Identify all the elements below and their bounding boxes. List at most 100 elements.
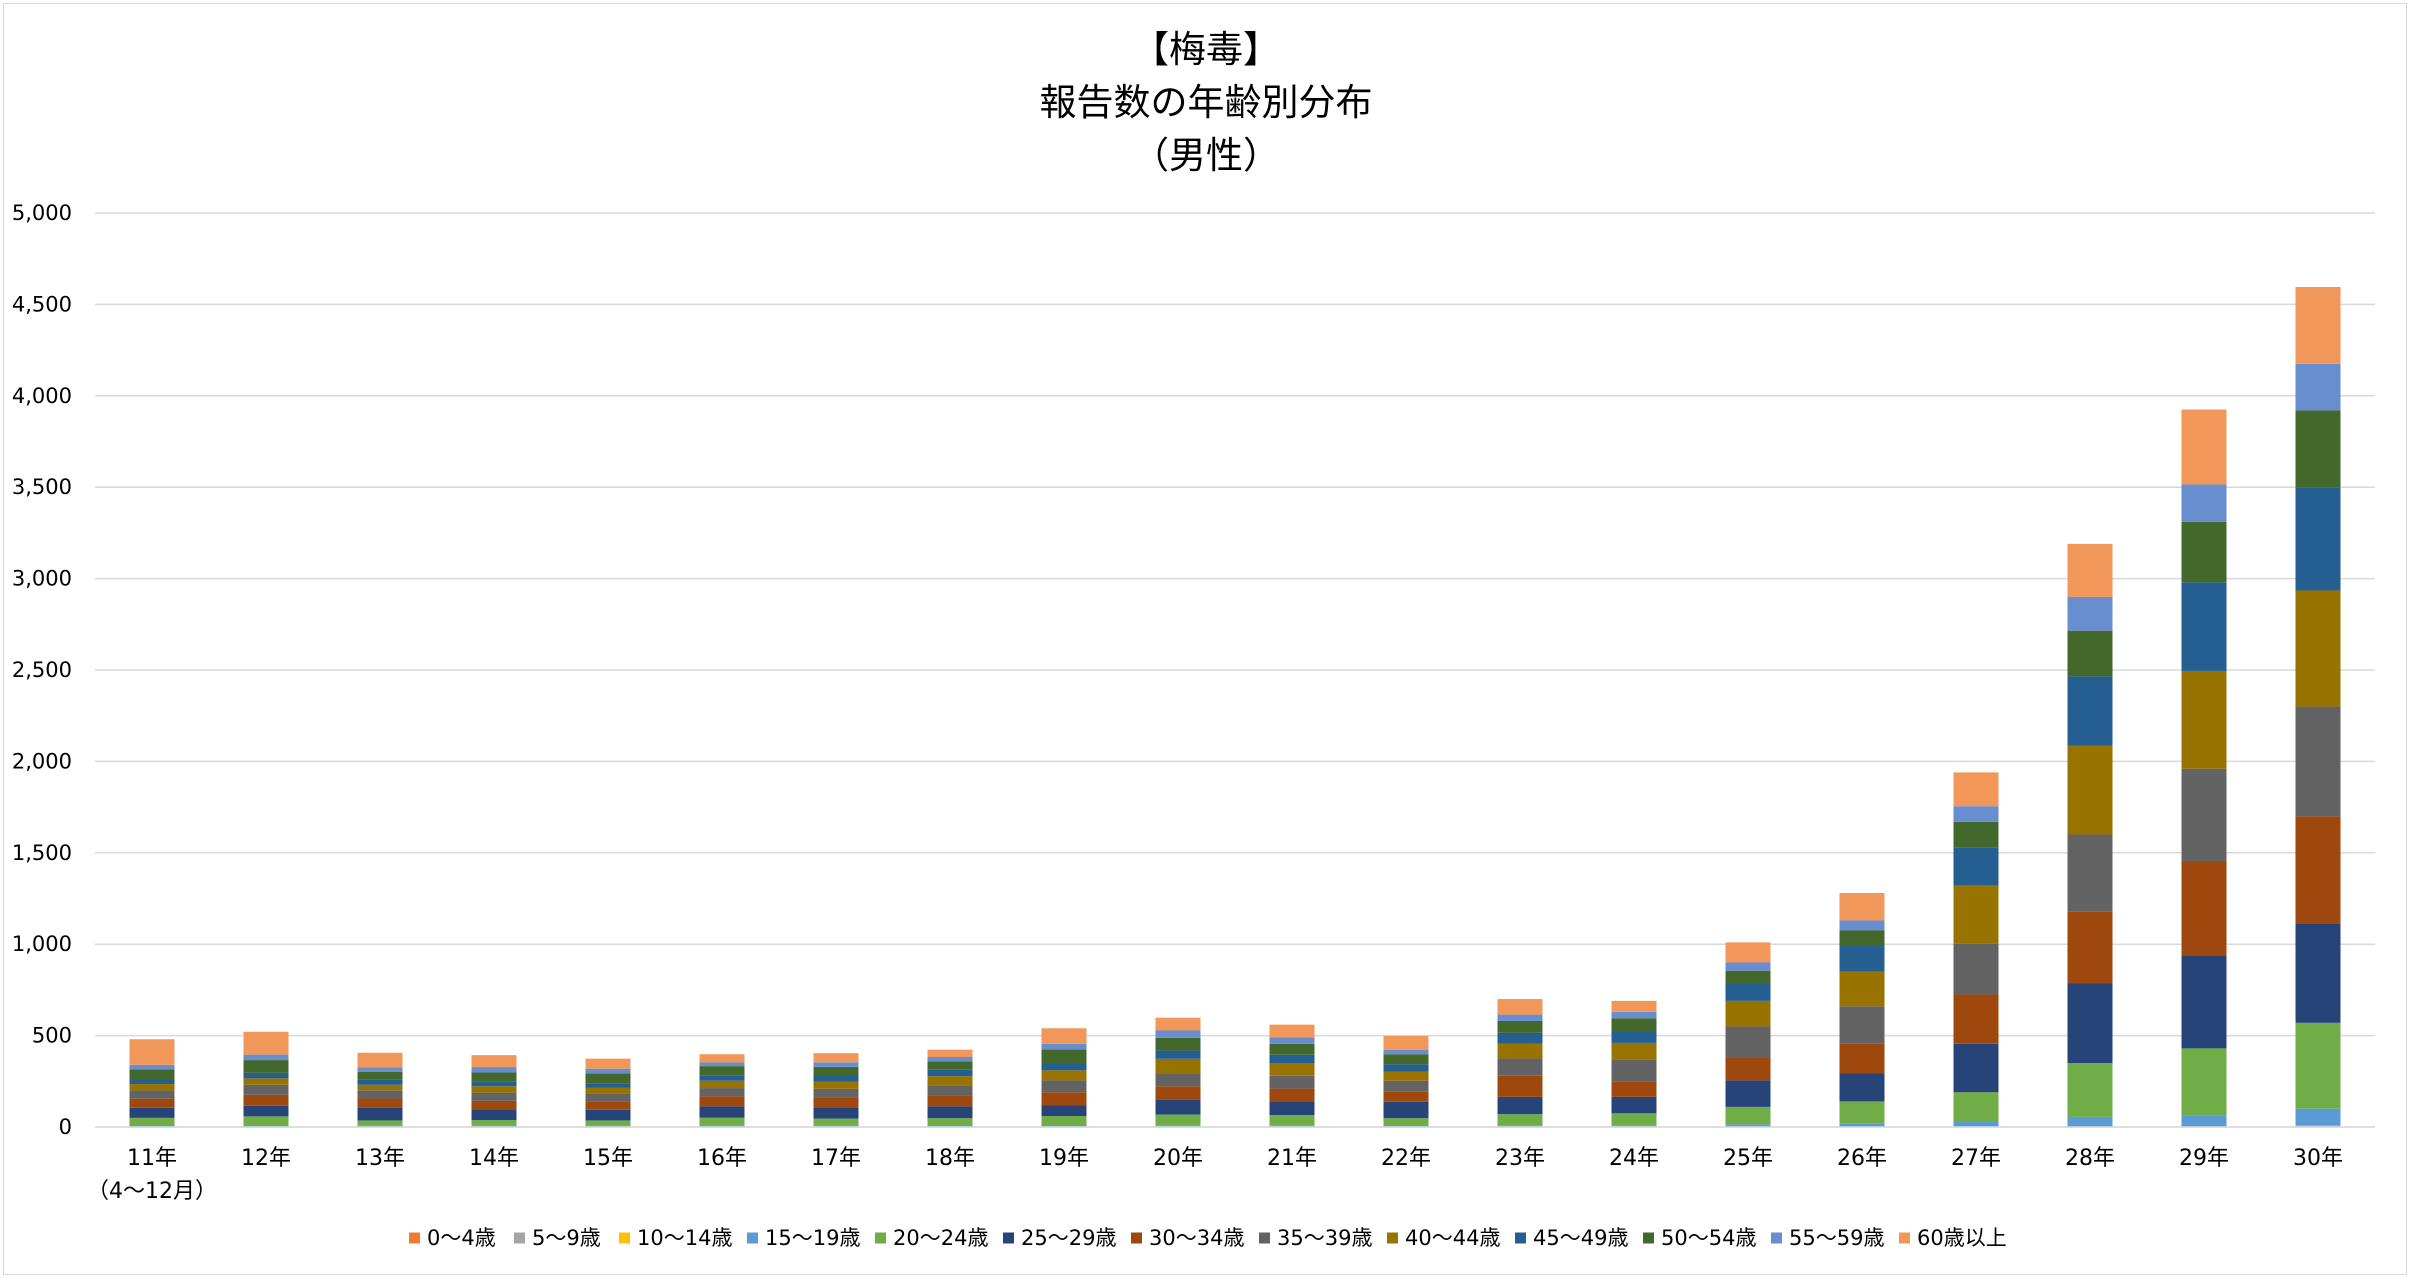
bar-segment [357, 1084, 403, 1091]
bar-segment [927, 1069, 973, 1077]
bar-segment [1041, 1092, 1087, 1106]
legend-label: 45～49歳 [1533, 1226, 1628, 1250]
bar-segment [357, 1090, 403, 1099]
bar-segment [1155, 1037, 1201, 1051]
bar-segment [1725, 983, 1771, 1001]
bar-segment [129, 1039, 175, 1065]
bar-segment [243, 1054, 289, 1061]
bar-segment [1725, 1057, 1771, 1081]
bar-segment [129, 1069, 175, 1080]
bar-segment [2181, 955, 2227, 1049]
bar-segment [2295, 1022, 2341, 1109]
bar-segment [1269, 1088, 1315, 1102]
y-tick-label: 500 [32, 1024, 72, 1048]
chart-frame [3, 3, 2407, 1275]
bar-segment [1155, 1099, 1201, 1115]
legend-label: 15～19歳 [765, 1226, 860, 1250]
bar-segment [2181, 670, 2227, 769]
bar-segment [2067, 596, 2113, 631]
legend-label: 55～59歳 [1789, 1226, 1884, 1250]
bar-segment [129, 1064, 175, 1070]
bar-segment [2067, 911, 2113, 984]
x-tick-label: 23年 [1495, 1146, 1545, 1171]
legend-label: 60歳以上 [1917, 1226, 2007, 1250]
bar-segment [1155, 1114, 1201, 1126]
bar-segment [2067, 745, 2113, 835]
y-tick-label: 5,000 [12, 201, 72, 225]
bar-segment [813, 1075, 859, 1082]
bar-segment [2067, 1063, 2113, 1117]
legend-label: 35～39歳 [1277, 1226, 1372, 1250]
bar-segment [243, 1078, 289, 1085]
bar-segment [2067, 543, 2113, 597]
bar-segment [1383, 1054, 1429, 1065]
bar-segment [1953, 772, 1999, 807]
bar-segment [2067, 834, 2113, 912]
legend-swatch [1643, 1232, 1654, 1244]
x-tick-label: 11年 [127, 1146, 177, 1171]
bar-segment [1839, 971, 1885, 1007]
bar-segment [1839, 1073, 1885, 1102]
bar-segment [1497, 1032, 1543, 1044]
bar-segment [1839, 930, 1885, 947]
legend-swatch [1259, 1232, 1270, 1244]
legend-swatch [1771, 1232, 1782, 1244]
legend-swatch [409, 1232, 420, 1244]
bar-segment [2181, 521, 2227, 583]
x-tick-label: 14年 [469, 1146, 519, 1171]
bar-segment [2295, 410, 2341, 488]
legend-swatch [1899, 1232, 1910, 1244]
bar-segment [813, 1118, 859, 1126]
bar-segment [813, 1053, 859, 1063]
bar-segment [129, 1107, 175, 1118]
bar-segment [1383, 1118, 1429, 1126]
bar-segment [1725, 1000, 1771, 1027]
bar-segment [1953, 1092, 1999, 1122]
bar-segment [357, 1067, 403, 1072]
legend-swatch [1387, 1232, 1398, 1244]
x-tick-label: 18年 [925, 1146, 975, 1171]
bar-segment [1155, 1073, 1201, 1087]
bar-segment [585, 1109, 631, 1121]
bar-segment [1611, 1113, 1657, 1126]
bar-segment [2295, 1108, 2341, 1126]
bar-segment [585, 1058, 631, 1069]
bar-segment [471, 1092, 517, 1101]
bar-segment [1953, 994, 1999, 1044]
x-tick-label: 13年 [355, 1146, 405, 1171]
bar-segment [585, 1120, 631, 1126]
bar-segment [1383, 1080, 1429, 1092]
bar-segment [1041, 1049, 1087, 1064]
bar-segment [1497, 1125, 1543, 1127]
legend-label: 50～54歳 [1661, 1226, 1756, 1250]
bar-segment [927, 1061, 973, 1070]
x-tick-label: 15年 [583, 1146, 633, 1171]
x-tick-label: 24年 [1609, 1146, 1659, 1171]
bar-segment [357, 1052, 403, 1068]
bar-segment [2295, 816, 2341, 924]
bar-segment [1269, 1075, 1315, 1089]
bar-segment [129, 1098, 175, 1108]
bar-segment [471, 1081, 517, 1087]
bar-segment [1383, 1049, 1429, 1055]
bar-segment [1725, 1124, 1771, 1127]
bar-segment [699, 1096, 745, 1107]
bar-segment [1725, 962, 1771, 971]
bar-segment [1269, 1037, 1315, 1044]
bar-segment [1383, 1064, 1429, 1072]
bar-segment [1839, 946, 1885, 972]
bar-segment [1611, 1125, 1657, 1127]
bar-segment [813, 1081, 859, 1089]
y-tick-label: 3,000 [12, 567, 72, 591]
bar-segment [927, 1118, 973, 1126]
x-tick-label: 25年 [1723, 1146, 1773, 1171]
bar-segment [813, 1097, 859, 1108]
bar-segment [2295, 363, 2341, 411]
chart-title-line-1: 【梅毒】 [1132, 28, 1280, 71]
bar-segment [1497, 1058, 1543, 1076]
bar-segment [2067, 983, 2113, 1064]
x-tick-label: 29年 [2179, 1146, 2229, 1171]
x-tick-label: 19年 [1039, 1146, 1089, 1171]
bar-segment [2181, 484, 2227, 522]
x-tick-label: 12年 [241, 1146, 291, 1171]
